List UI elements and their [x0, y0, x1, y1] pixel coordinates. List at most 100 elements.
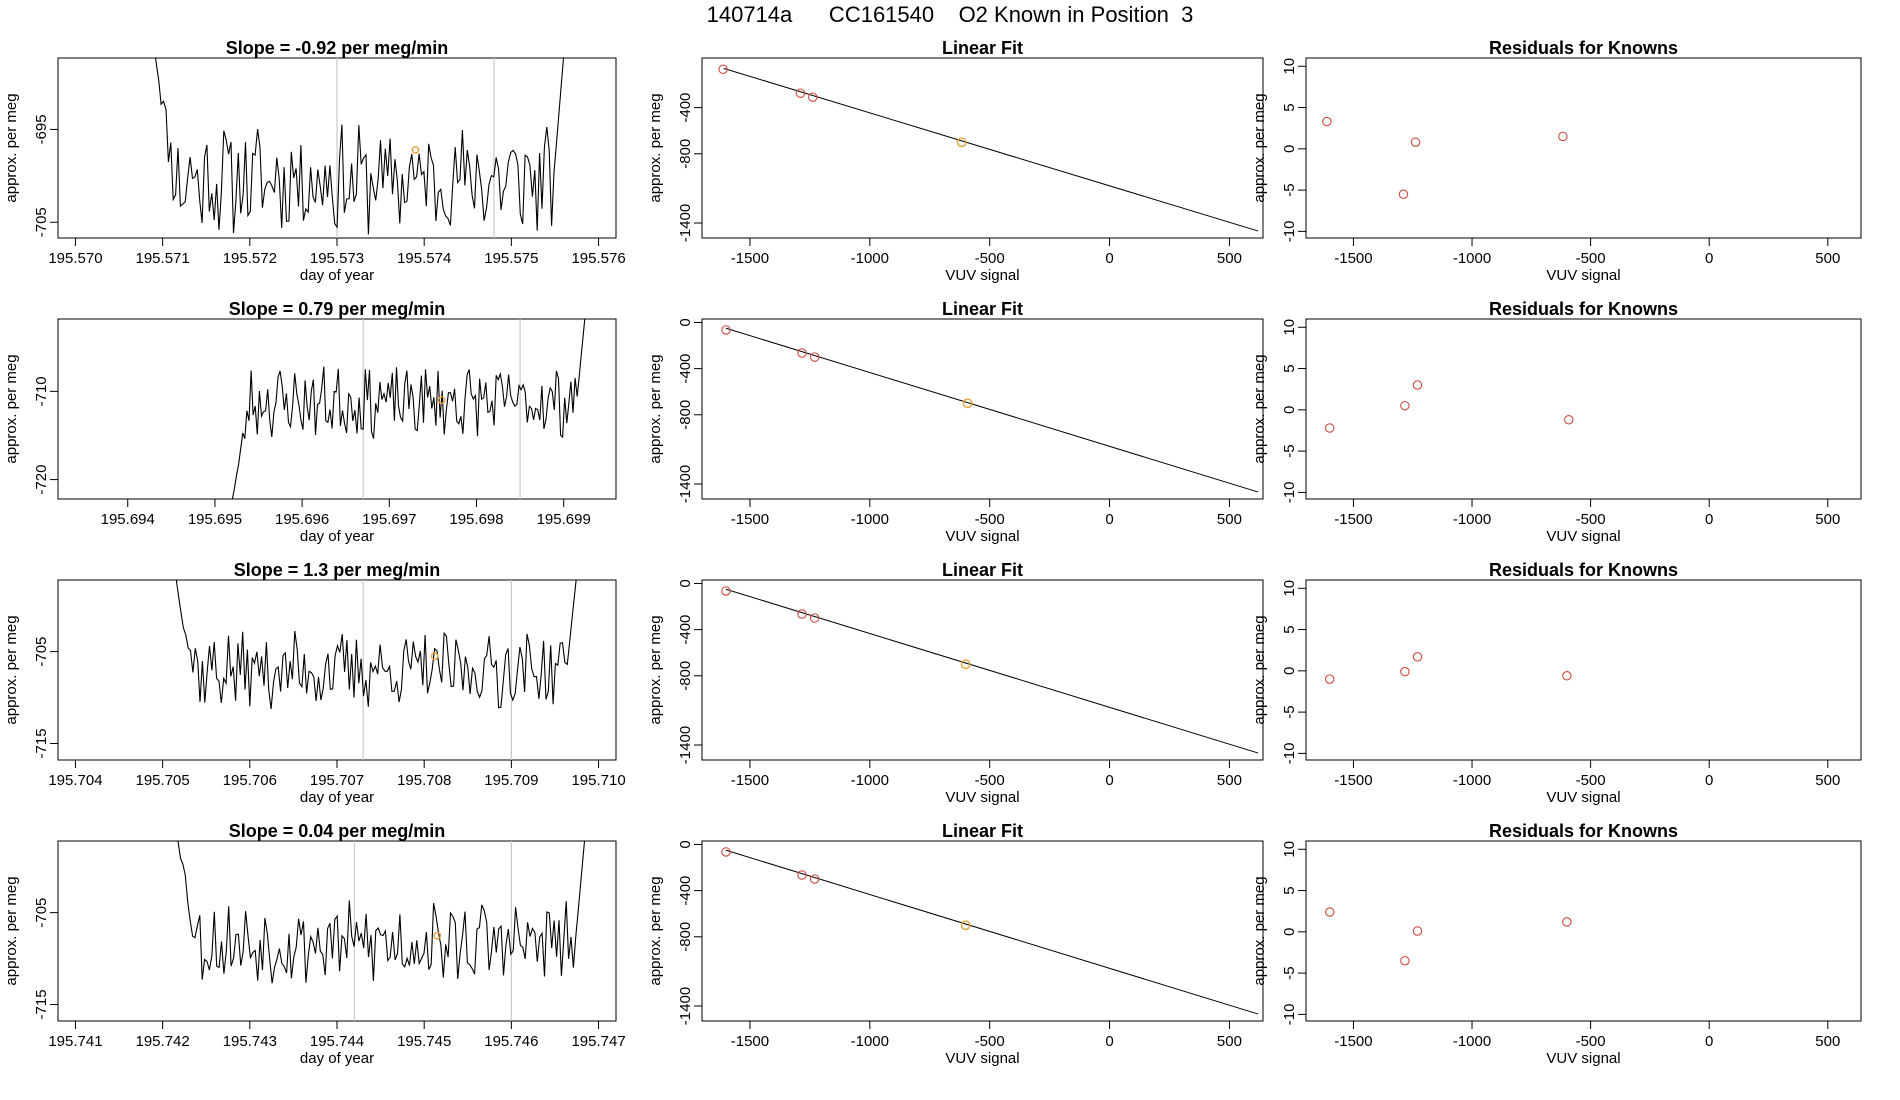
x-tick-label: 195.694: [101, 511, 155, 528]
y-tick-label: 0: [677, 318, 694, 326]
x-tick-label: 195.741: [48, 1033, 102, 1050]
x-tick-label: -1500: [731, 250, 769, 267]
y-tick-label: 10: [1281, 319, 1298, 336]
chart-title: Slope = 0.04 per meg/min: [229, 821, 446, 841]
x-tick-label: 0: [1705, 511, 1713, 528]
y-tick-label: -400: [677, 354, 694, 384]
residual-point: [1324, 423, 1335, 433]
x-tick-label: -1500: [1334, 1033, 1372, 1050]
x-tick-label: -500: [975, 250, 1005, 267]
y-axis-label: approx. per meg: [1251, 615, 1268, 724]
y-tick-label: -5: [1281, 444, 1298, 457]
plot-data: [718, 64, 1259, 232]
x-tick-label: -500: [1576, 250, 1606, 267]
known-point: [797, 870, 807, 880]
plot-data: [721, 847, 1259, 1015]
x-tick-label: 0: [1105, 1033, 1113, 1050]
y-axis-label: approx. per meg: [647, 876, 664, 985]
x-tick-label: -1000: [851, 511, 889, 528]
x-tick-label: -1500: [731, 772, 769, 789]
x-axis-label: VUV signal: [1546, 267, 1620, 284]
x-tick-label: -1500: [731, 511, 769, 528]
residual-point: [1400, 400, 1410, 411]
highlight-point: [960, 920, 971, 931]
y-axis-label: approx. per meg: [1251, 354, 1268, 463]
highlight-point: [962, 398, 973, 409]
fit-line: [725, 588, 1259, 754]
y-tick-label: -10: [1281, 221, 1298, 243]
plot-data: [154, 58, 565, 238]
y-tick-label: -800: [677, 400, 694, 430]
y-tick-label: -800: [677, 661, 694, 691]
y-tick-label: -715: [33, 989, 50, 1019]
y-tick-label: -10: [1281, 743, 1298, 765]
y-tick-label: -400: [677, 615, 694, 645]
plot-data: [231, 319, 586, 499]
x-tick-label: -1000: [1453, 511, 1491, 528]
x-axis-label: VUV signal: [945, 528, 1019, 545]
x-tick-label: 195.699: [537, 511, 591, 528]
x-axis-label: day of year: [300, 528, 374, 545]
y-tick-label: -715: [33, 728, 50, 758]
y-tick-label: -5: [1281, 966, 1298, 979]
chart-title: Residuals for Knowns: [1489, 560, 1678, 580]
highlight-point: [411, 145, 420, 154]
y-tick-label: 0: [677, 579, 694, 587]
plot-frame: [701, 318, 1264, 500]
y-tick-label: 0: [1281, 667, 1298, 675]
y-axis-label: approx. per meg: [3, 93, 20, 202]
chart-panel-4: Slope = 0.79 per meg/min 195.694 195.695 19…: [3, 299, 617, 545]
x-tick-label: 0: [1105, 772, 1113, 789]
x-tick-label: 500: [1217, 1033, 1242, 1050]
y-tick-label: 0: [1281, 145, 1298, 153]
chart-panel-12: Residuals for Knowns -1500 -1000 -500 0 500 -1…: [1251, 821, 1862, 1067]
x-axis-label: VUV signal: [945, 267, 1019, 284]
x-tick-label: 195.743: [223, 1033, 277, 1050]
known-point: [797, 609, 807, 619]
known-point: [721, 847, 731, 857]
page-title: 140714a CC161540 O2 Known in Position 3: [706, 2, 1194, 27]
highlight-point: [437, 396, 446, 405]
x-axis-label: VUV signal: [945, 789, 1019, 806]
chart-title: Linear Fit: [942, 299, 1023, 319]
y-axis-label: approx. per meg: [1251, 93, 1268, 202]
x-tick-label: -1500: [731, 1033, 769, 1050]
chart-panel-10: Slope = 0.04 per meg/min 195.741 195.742 19…: [3, 821, 626, 1067]
plot-frame: [1305, 840, 1862, 1022]
known-point: [721, 325, 731, 335]
y-tick-label: 0: [677, 840, 694, 848]
chart-title: Residuals for Knowns: [1489, 299, 1678, 319]
x-tick-label: 195.570: [48, 250, 102, 267]
x-tick-label: 195.710: [571, 772, 625, 789]
y-tick-label: -705: [33, 898, 50, 928]
y-axis-label: approx. per meg: [647, 615, 664, 724]
y-tick-label: -705: [33, 207, 50, 237]
x-tick-label: 500: [1217, 511, 1242, 528]
residual-point: [1324, 674, 1335, 684]
x-tick-label: 195.574: [397, 250, 451, 267]
chart-title: Residuals for Knowns: [1489, 38, 1678, 58]
plot-data: [721, 586, 1259, 754]
residual-point: [1400, 955, 1410, 966]
x-tick-label: 195.706: [223, 772, 277, 789]
residual-point: [1412, 926, 1423, 936]
residual-point: [1322, 116, 1332, 127]
x-axis-label: VUV signal: [945, 1050, 1019, 1067]
x-tick-label: 195.744: [310, 1033, 364, 1050]
x-tick-label: 195.704: [48, 772, 102, 789]
chart-title: Linear Fit: [942, 38, 1023, 58]
x-tick-label: -500: [1576, 772, 1606, 789]
y-tick-label: -10: [1281, 482, 1298, 504]
chart-panel-3: Residuals for Knowns -1500 -1000 -500 0 500 -1…: [1251, 38, 1862, 284]
series-trace: [231, 319, 586, 499]
chart-panel-8: Linear Fit -1500 -1000 -500 0 500 0 -400 -800 -14…: [647, 560, 1264, 806]
x-tick-label: -1000: [851, 772, 889, 789]
x-tick-label: -1500: [1334, 250, 1372, 267]
y-tick-label: -5: [1281, 705, 1298, 718]
y-tick-label: 0: [1281, 406, 1298, 414]
y-axis-label: approx. per meg: [3, 615, 20, 724]
x-tick-label: 195.698: [449, 511, 503, 528]
residual-point: [1564, 414, 1574, 425]
residual-point: [1324, 907, 1335, 917]
